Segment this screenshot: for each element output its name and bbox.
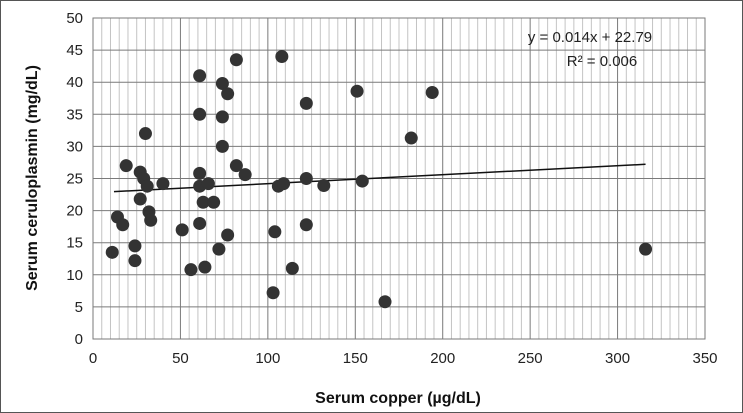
data-point <box>215 110 229 124</box>
data-point <box>196 195 210 209</box>
data-point <box>193 166 207 180</box>
y-tick-label: 10 <box>66 267 83 284</box>
data-point <box>285 261 299 275</box>
x-tick-label: 150 <box>343 350 368 367</box>
data-point <box>128 239 142 253</box>
data-point <box>215 76 229 90</box>
trend-equation-label: y = 0.014x + 22.79 <box>528 29 652 46</box>
data-point <box>207 195 221 209</box>
data-point <box>299 172 313 185</box>
data-point <box>156 177 170 191</box>
data-point <box>350 84 364 98</box>
data-point <box>116 218 130 232</box>
y-tick-label: 20 <box>66 203 83 220</box>
y-tick-label: 0 <box>75 331 83 348</box>
data-point <box>133 192 147 206</box>
data-point <box>266 286 280 300</box>
y-tick-label: 45 <box>66 42 83 59</box>
x-axis-ticks: 0 50 100 150 200 250 300 350 <box>89 350 718 367</box>
major-gridlines <box>93 18 705 339</box>
data-point <box>221 87 235 101</box>
data-point <box>275 50 289 64</box>
x-tick-label: 300 <box>605 350 630 367</box>
plot-area-border <box>92 17 706 340</box>
data-point <box>201 177 215 191</box>
data-point <box>268 225 282 239</box>
r-squared-label: R² = 0.006 <box>567 53 637 70</box>
data-point <box>128 254 142 268</box>
data-point <box>193 107 207 121</box>
y-tick-label: 50 <box>66 10 83 27</box>
y-tick-label: 40 <box>66 74 83 91</box>
x-tick-label: 250 <box>518 350 543 367</box>
data-point <box>184 263 198 277</box>
data-point <box>140 179 154 193</box>
data-point <box>221 228 235 242</box>
y-tick-label: 25 <box>66 171 83 188</box>
data-point <box>215 139 229 153</box>
data-point <box>355 174 369 188</box>
data-point <box>193 216 207 230</box>
data-point <box>119 159 133 173</box>
data-point <box>193 69 207 83</box>
x-tick-label: 50 <box>172 350 189 367</box>
data-point <box>299 218 313 232</box>
x-tick-label: 350 <box>692 350 717 367</box>
data-point <box>105 245 119 259</box>
data-point <box>299 96 313 110</box>
data-point <box>425 85 439 99</box>
y-tick-label: 30 <box>66 138 83 155</box>
x-tick-label: 0 <box>89 350 97 367</box>
data-point <box>212 242 226 256</box>
x-tick-label: 100 <box>255 350 280 367</box>
y-axis-title: Serum ceruloplasmin (mg/dL) <box>24 65 41 291</box>
data-point <box>238 168 252 182</box>
data-point <box>404 131 418 145</box>
data-point <box>277 177 291 191</box>
data-point <box>198 260 212 274</box>
y-tick-label: 5 <box>75 299 83 316</box>
data-point <box>138 127 152 141</box>
data-point <box>229 53 243 67</box>
data-point <box>317 179 331 193</box>
data-point <box>229 159 243 173</box>
y-tick-label: 35 <box>66 106 83 123</box>
data-points <box>105 50 653 309</box>
data-point <box>639 242 653 256</box>
x-tick-label: 200 <box>430 350 455 367</box>
data-point <box>175 223 189 237</box>
y-tick-label: 15 <box>66 235 83 252</box>
data-point <box>144 213 158 227</box>
data-point <box>378 295 392 309</box>
x-axis-title: Serum copper (µg/dL) <box>315 390 481 407</box>
y-axis-ticks: 0 5 10 15 20 25 30 35 40 45 50 <box>66 10 83 348</box>
